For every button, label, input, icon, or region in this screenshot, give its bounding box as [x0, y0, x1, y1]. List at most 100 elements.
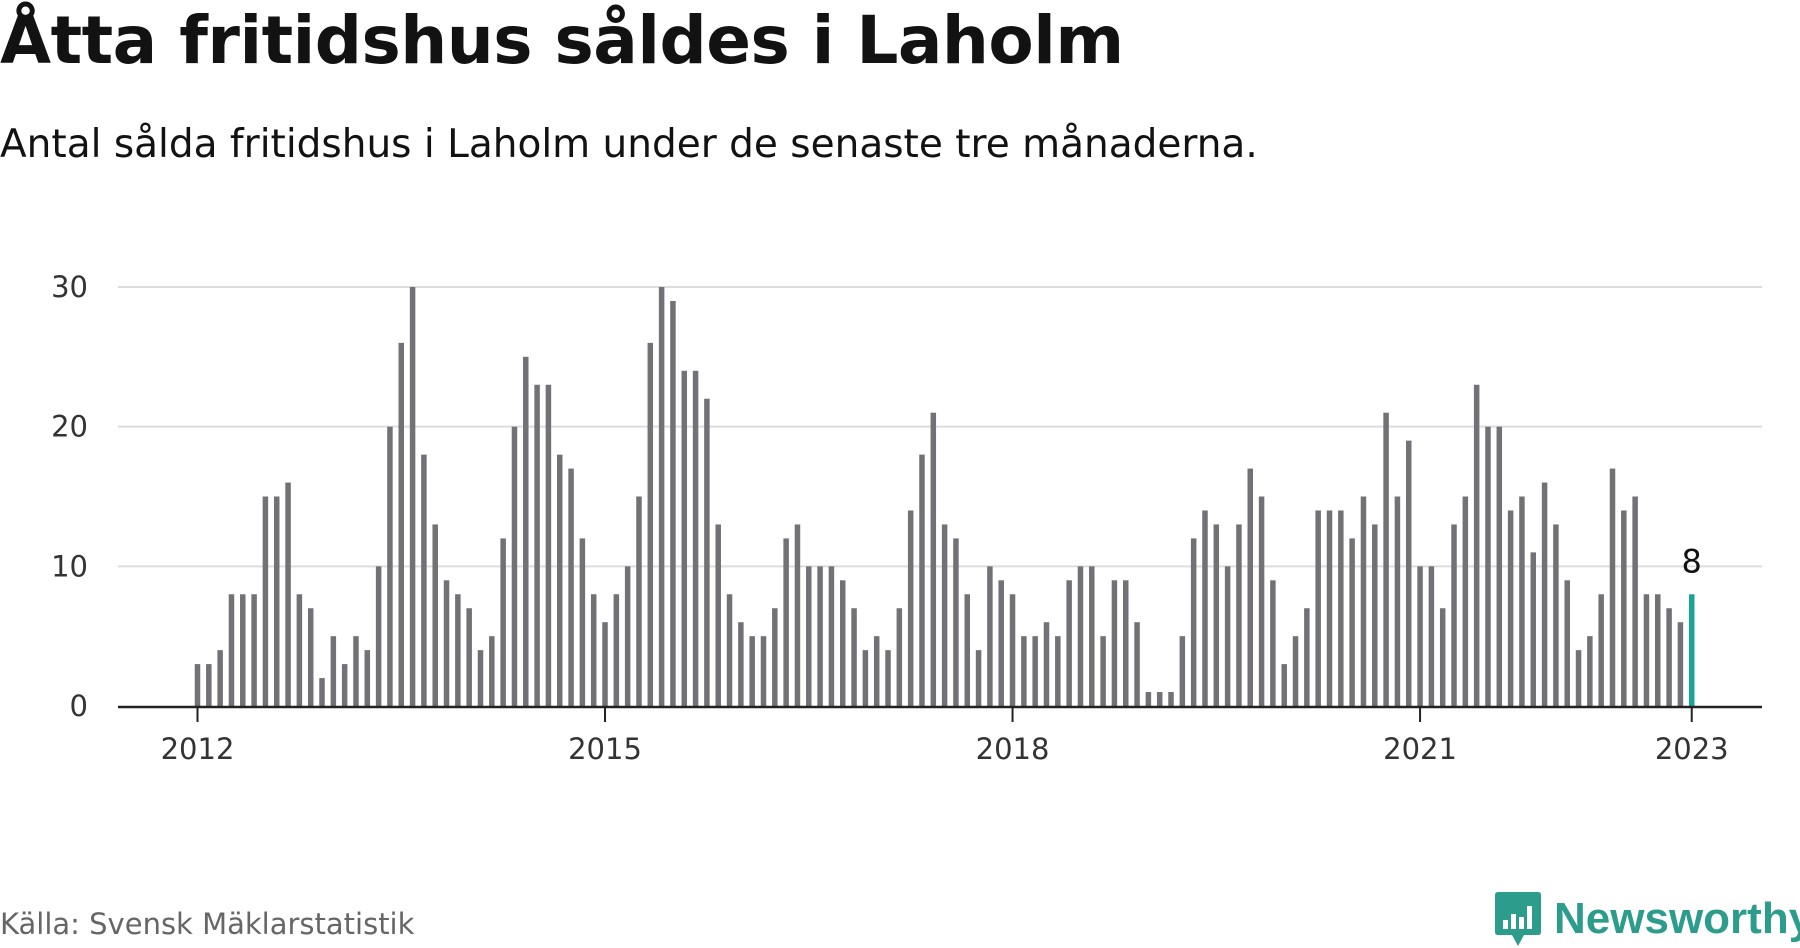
bar: [1598, 594, 1604, 706]
bar: [1066, 580, 1072, 706]
bar: [828, 566, 835, 706]
bar: [772, 608, 778, 706]
bar: [534, 384, 540, 706]
bar: [1270, 580, 1276, 706]
bar: [285, 482, 291, 706]
bar: [307, 608, 314, 706]
bar: [206, 664, 212, 706]
bar: [1383, 412, 1389, 706]
bar: [839, 580, 846, 706]
bar: [919, 454, 925, 706]
bar: [873, 636, 880, 706]
newsworthy-logo-icon: [1495, 892, 1541, 946]
y-tick-label: 20: [51, 410, 88, 444]
bar: [681, 370, 688, 706]
bar: [862, 650, 869, 706]
bar: [1496, 426, 1503, 706]
bar: [523, 356, 529, 706]
bar: [907, 510, 914, 706]
bar: [715, 524, 721, 706]
bar: [1621, 510, 1627, 706]
bar: [590, 594, 597, 706]
bar: [1428, 566, 1435, 706]
bar-highlight: [1688, 594, 1695, 706]
bar: [1168, 692, 1174, 706]
bar: [1043, 622, 1050, 706]
bar: [217, 650, 223, 706]
source-note: Källa: Svensk Mäklarstatistik: [0, 907, 415, 941]
bar: [1009, 594, 1016, 706]
bar: [1089, 566, 1095, 706]
bar: [1666, 608, 1672, 706]
bar: [330, 636, 337, 706]
bar: [1507, 510, 1514, 706]
bar: [1021, 636, 1027, 706]
bar: [556, 454, 563, 706]
bar: [1292, 636, 1299, 706]
bar: [273, 496, 280, 706]
bar: [885, 650, 891, 706]
bar: [1360, 496, 1367, 706]
bar: [1394, 496, 1401, 706]
bar: [1145, 692, 1152, 706]
bar: [319, 678, 325, 706]
bar: [851, 608, 857, 706]
bar: [1609, 468, 1616, 706]
bar: [1439, 608, 1446, 706]
bar: [783, 538, 789, 706]
bar: [1213, 524, 1220, 706]
bar: [455, 594, 461, 706]
bar: [1655, 594, 1661, 706]
bar: [432, 524, 438, 706]
bar: [1405, 440, 1412, 706]
bar: [296, 594, 303, 706]
y-tick-label: 0: [70, 689, 88, 723]
x-tick-label: 2015: [568, 732, 642, 766]
bar: [1485, 426, 1491, 706]
bar: [228, 594, 235, 706]
bar: [817, 566, 823, 706]
bar: [1632, 496, 1638, 706]
bar: [987, 566, 993, 706]
bar: [1247, 468, 1254, 706]
bar: [1077, 566, 1084, 706]
bar: [353, 636, 359, 706]
bar: [704, 398, 710, 706]
y-tick-label: 30: [51, 270, 88, 304]
bar: [1281, 664, 1287, 706]
bar: [670, 300, 676, 706]
bar: [1258, 496, 1265, 706]
data-label-latest: 8: [1682, 542, 1702, 580]
bar: [726, 594, 733, 706]
bar: [1122, 580, 1129, 706]
bar: [341, 664, 348, 706]
bar: [1349, 538, 1355, 706]
y-tick-label: 10: [51, 549, 88, 583]
bar: [1326, 510, 1333, 706]
bar: [1587, 636, 1593, 706]
bar: [896, 608, 903, 706]
bar: [647, 342, 654, 706]
bar: [466, 608, 472, 706]
bar: [1338, 510, 1344, 706]
bar: [1417, 566, 1423, 706]
bar: [1304, 608, 1310, 706]
bar: [1224, 566, 1231, 706]
bar: [375, 566, 382, 706]
chart-title: Åtta fritidshus såldes i Laholm: [0, 2, 1124, 79]
bar: [1202, 510, 1208, 706]
brand-name: Newsworthy: [1554, 894, 1800, 943]
bar: [953, 538, 959, 706]
bar: [1519, 496, 1525, 706]
bar: [1541, 482, 1548, 706]
bar: [511, 426, 518, 706]
bar: [568, 468, 574, 706]
bar: [1055, 636, 1061, 706]
bar: [489, 636, 495, 706]
bar: [194, 664, 201, 706]
bar: [1451, 524, 1457, 706]
bar: [613, 594, 620, 706]
bar: [636, 496, 642, 706]
bar: [1100, 636, 1106, 706]
bar: [364, 650, 371, 706]
